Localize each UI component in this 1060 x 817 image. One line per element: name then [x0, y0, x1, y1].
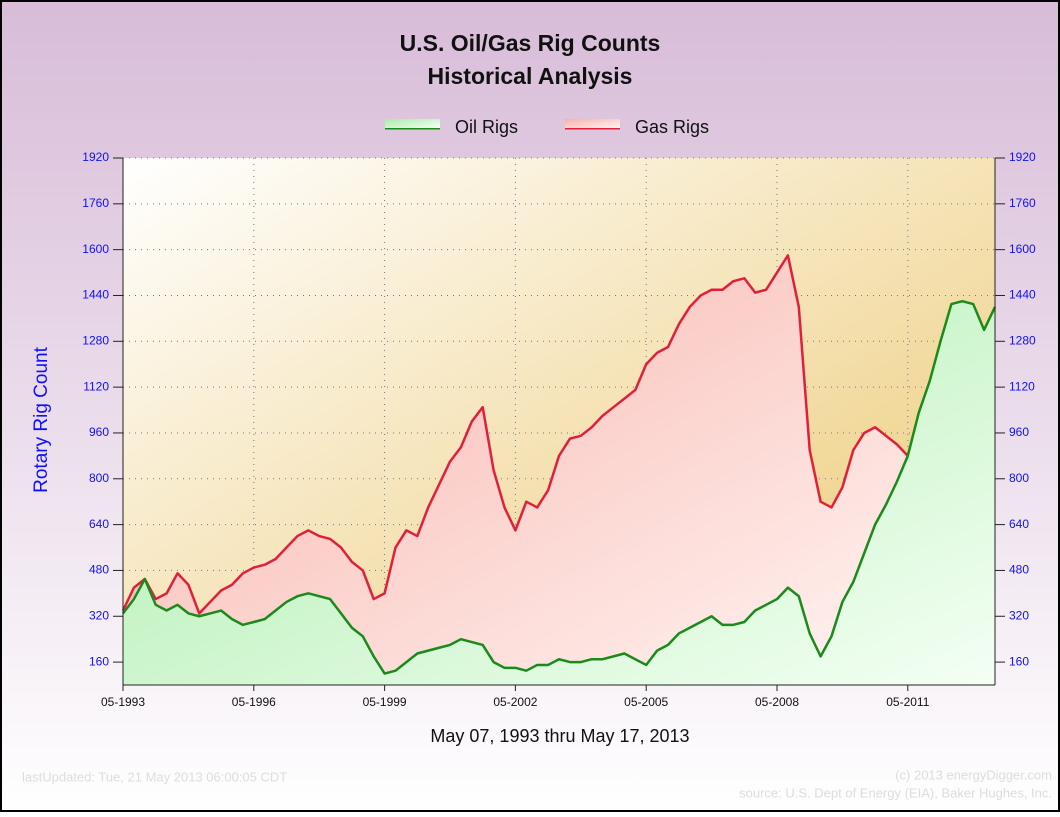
y2-tick-label: 960: [1009, 425, 1029, 439]
plot: 160 160 320 320 480 480 640 640 800 800 960 960 1120…: [82, 150, 1036, 709]
footer-left: lastUpdated: Tue, 21 May 2013 06:00:05 C…: [22, 769, 287, 784]
y-tick-label: 800: [89, 471, 109, 485]
line: [121, 254, 909, 615]
y2-tick-label: 160: [1009, 654, 1029, 668]
y-tick-label: 1120: [83, 379, 109, 393]
y2-tick-label: 320: [1009, 608, 1029, 622]
y2-tick-label: 480: [1009, 563, 1029, 577]
y-tick-label: 320: [89, 608, 109, 622]
y-tick-label: 1280: [82, 333, 109, 347]
y-tick-label: 960: [89, 425, 109, 439]
y-tick-label: 160: [89, 654, 109, 668]
y-tick-label: 640: [89, 517, 109, 531]
x-axis-label: May 07, 1993 thru May 17, 2013: [430, 726, 689, 746]
y2-tick-label: 1760: [1009, 196, 1036, 210]
chart-subtitle: Historical Analysis: [428, 63, 633, 89]
legend-swatch: [385, 119, 440, 128]
legend-swatch: [565, 119, 620, 128]
y2-tick-label: 800: [1009, 471, 1029, 485]
y-tick-label: 1440: [82, 288, 109, 302]
x-tick-label: 05-2011: [886, 695, 929, 709]
x-tick-label: 05-2008: [755, 695, 799, 709]
line: [122, 299, 997, 675]
legend-label: Oil Rigs: [455, 117, 518, 137]
area: [123, 255, 908, 685]
y-tick-label: 480: [89, 563, 109, 577]
x-tick-label: 05-2002: [493, 695, 537, 709]
y-tick-label: 1920: [82, 150, 109, 164]
x-tick-label: 05-1996: [232, 695, 276, 709]
x-tick-label: 05-1993: [101, 695, 145, 709]
y2-tick-label: 1120: [1009, 379, 1035, 393]
y2-tick-label: 640: [1009, 517, 1029, 531]
y2-tick-label: 1920: [1009, 150, 1036, 164]
x-tick-label: 05-1999: [363, 695, 407, 709]
y2-tick-label: 1600: [1009, 242, 1036, 256]
area: [123, 301, 995, 685]
legend-label: Gas Rigs: [635, 117, 709, 137]
footer-right: (c) 2013 energyDigger.com: [895, 767, 1052, 782]
y2-tick-label: 1280: [1009, 333, 1036, 347]
y-tick-label: 1760: [82, 196, 109, 210]
y-axis-label: Rotary Rig Count: [31, 346, 52, 492]
x-tick-label: 05-2005: [624, 695, 668, 709]
y-tick-label: 1600: [82, 242, 109, 256]
chart-title: U.S. Oil/Gas Rig Counts: [400, 30, 661, 56]
y2-tick-label: 1440: [1009, 288, 1036, 302]
footer-right: source: U.S. Dept of Energy (EIA), Baker…: [739, 785, 1052, 800]
